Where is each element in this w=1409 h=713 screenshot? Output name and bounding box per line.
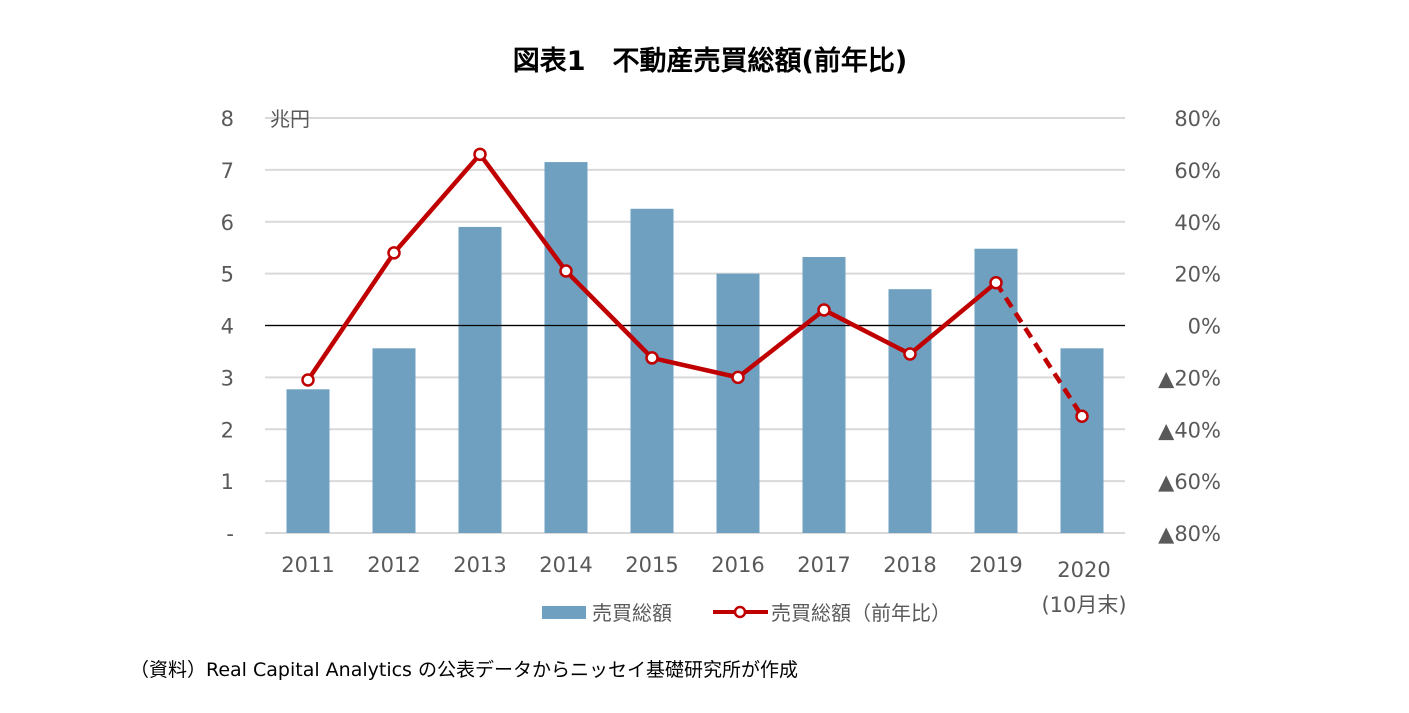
- legend: 売買総額 売買総額（前年比）: [542, 601, 951, 625]
- right-tick-label: 0%: [1188, 315, 1221, 339]
- left-tick-label: 3: [221, 366, 234, 390]
- left-tick-label: 2: [221, 418, 234, 442]
- legend-swatch-bar: [542, 606, 586, 619]
- x-axis-ticks: 2011 2012 2013 2014 2015 2016 2017 2018 2019 2020: [281, 553, 1110, 582]
- left-axis-ticks: - 1 2 3 4 5 6 7 8: [221, 107, 234, 546]
- right-tick-label: ▲40%: [1158, 418, 1221, 442]
- left-tick-label: 4: [221, 315, 234, 339]
- line-point-2014: [559, 264, 573, 278]
- left-tick-label: 7: [221, 159, 234, 183]
- bar-series: [286, 162, 1104, 533]
- legend-swatch-marker: [733, 605, 747, 619]
- x-tick-label: 2016: [711, 553, 764, 577]
- x-tick-label: 2015: [625, 553, 678, 577]
- bar-2012: [372, 348, 416, 533]
- category-note: (10月末): [1041, 593, 1126, 617]
- line-point-2016: [731, 370, 745, 385]
- x-tick-label: 2014: [539, 553, 592, 577]
- left-tick-label: 6: [221, 211, 234, 235]
- line-point-2018: [903, 347, 917, 361]
- bar-2017: [802, 257, 846, 533]
- right-tick-label: ▲20%: [1158, 366, 1221, 390]
- x-tick-label: 2017: [797, 553, 850, 577]
- x-tick-label: 2019: [969, 553, 1022, 577]
- bar-2014: [544, 162, 588, 533]
- chart-title: 図表1 不動産売買総額(前年比): [513, 45, 907, 77]
- left-tick-label: 1: [221, 470, 234, 494]
- line-point-2011: [301, 373, 315, 387]
- legend-label-line: 売買総額（前年比）: [771, 601, 951, 625]
- right-tick-label: 80%: [1174, 107, 1221, 131]
- x-tick-label: 2011: [281, 553, 334, 577]
- x-tick-label: 2012: [367, 553, 420, 577]
- line-point-2013: [473, 147, 487, 162]
- left-tick-label: 5: [221, 263, 234, 287]
- source-note: （資料）Real Capital Analytics の公表データからニッセイ基…: [130, 659, 798, 681]
- right-tick-label: 40%: [1174, 211, 1221, 235]
- line-point-2019: [989, 275, 1003, 290]
- bar-2015: [630, 208, 674, 533]
- legend-label-bar: 売買総額: [592, 601, 672, 625]
- line-point-2012: [387, 246, 401, 260]
- bar-2018: [888, 289, 932, 533]
- bar-2013: [458, 226, 502, 533]
- line-dashed-segment: [994, 281, 1084, 418]
- left-tick-label: -: [226, 522, 234, 546]
- line-series: [301, 147, 1089, 424]
- bar-2011: [286, 389, 330, 533]
- right-tick-label: ▲60%: [1158, 470, 1221, 494]
- line-point-2015: [645, 351, 659, 365]
- right-axis-ticks: ▲80% ▲60% ▲40% ▲20% 0% 20% 40% 60% 80%: [1158, 107, 1221, 546]
- line-point-2020: [1075, 409, 1089, 424]
- unit-label: 兆円: [270, 107, 310, 131]
- bar-2020: [1060, 348, 1104, 533]
- x-tick-label: 2018: [883, 553, 936, 577]
- line-point-2017: [817, 303, 831, 317]
- right-tick-label: 60%: [1174, 159, 1221, 183]
- bar-2016: [716, 273, 760, 533]
- right-tick-label: 20%: [1174, 263, 1221, 287]
- x-tick-label: 2020: [1057, 558, 1110, 582]
- bar-2019: [974, 248, 1018, 533]
- right-tick-label: ▲80%: [1158, 522, 1221, 546]
- x-tick-label: 2013: [453, 553, 506, 577]
- left-tick-label: 8: [221, 107, 234, 131]
